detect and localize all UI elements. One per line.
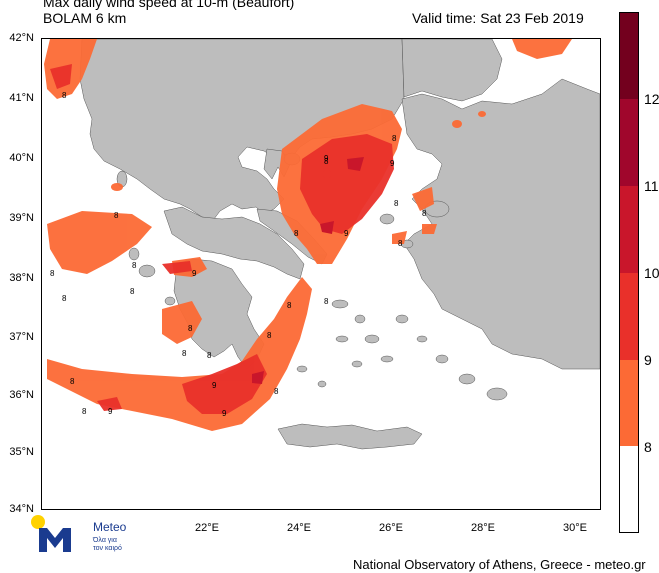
logo-brand: Meteo: [93, 520, 127, 534]
map-title: Max daily wind speed at 10-m (Beaufort): [43, 0, 295, 10]
lat-label-37: 37°N: [9, 331, 34, 343]
meteo-logo: Meteo Όλα για τον καιρό: [30, 514, 150, 554]
colorbar-label-8: 8: [644, 439, 652, 455]
sun-icon: [31, 515, 45, 529]
contour-label: 9: [192, 269, 197, 278]
contour-label: 8: [132, 261, 137, 270]
contour-label: 9: [344, 229, 349, 238]
footer-credit: National Observatory of Athens, Greece -…: [353, 557, 646, 572]
contour-label: 8: [398, 239, 403, 248]
land-central-greece: [163, 206, 305, 280]
contour-label: 9: [212, 381, 217, 390]
colorbar-seg-8: [620, 446, 638, 532]
map-canvas: [42, 39, 600, 509]
contour-label: 8: [50, 269, 55, 278]
contour-label: 8: [324, 297, 329, 306]
contour-label: 8: [188, 324, 193, 333]
contour-label: 8: [324, 157, 329, 166]
contour-label: 8: [267, 331, 272, 340]
colorbar-label-10: 10: [644, 265, 659, 281]
colorbar: [619, 12, 639, 533]
contour-label: 8: [182, 349, 187, 358]
contour-label: 9: [390, 159, 395, 168]
lat-label-34: 34°N: [9, 503, 34, 515]
lat-label-39: 39°N: [9, 212, 34, 224]
contour-label: 8: [422, 209, 427, 218]
lat-label-42: 42°N: [9, 32, 34, 44]
model-name: BOLAM 6 km: [43, 10, 127, 26]
colorbar-label-9: 9: [644, 352, 652, 368]
logo-tagline-2: τον καιρό: [93, 544, 122, 552]
contour-label: 8: [394, 199, 399, 208]
contour-label: 8: [62, 294, 67, 303]
colorbar-seg-11: [620, 186, 638, 273]
colorbar-seg-above-12: [620, 13, 638, 99]
contour-label: 8: [70, 377, 75, 386]
colorbar-seg-12: [620, 99, 638, 186]
lon-label-30: 30°E: [563, 522, 587, 534]
colorbar-label-12: 12: [644, 91, 659, 107]
contour-label: 8: [287, 301, 292, 310]
wind-beaufort-10: [252, 157, 364, 384]
lat-label-38: 38°N: [9, 272, 34, 284]
land-thrace: [401, 39, 503, 102]
contour-label: 8: [130, 287, 135, 296]
colorbar-seg-10: [620, 273, 638, 360]
contour-label: 9: [108, 407, 113, 416]
colorbar-label-11: 11: [644, 178, 659, 194]
contour-label: 8: [392, 134, 397, 143]
land-anatolia: [401, 78, 600, 370]
lon-label-26: 26°E: [379, 522, 403, 534]
valid-time: Valid time: Sat 23 Feb 2019: [412, 10, 584, 26]
lat-label-35: 35°N: [9, 446, 34, 458]
contour-label: 8: [82, 407, 87, 416]
meteo-m-icon: [39, 528, 71, 552]
contour-label: 9: [222, 409, 227, 418]
wind-beaufort-9: [50, 64, 394, 414]
contour-label: 8: [207, 351, 212, 360]
contour-label: 8: [274, 387, 279, 396]
lat-label-36: 36°N: [9, 389, 34, 401]
lon-label-22: 22°E: [195, 522, 219, 534]
colorbar-seg-9: [620, 360, 638, 446]
lon-label-24: 24°E: [287, 522, 311, 534]
lat-label-40: 40°N: [9, 152, 34, 164]
land-crete: [277, 423, 423, 450]
lat-label-41: 41°N: [9, 92, 34, 104]
lon-label-28: 28°E: [471, 522, 495, 534]
contour-label: 8: [294, 229, 299, 238]
logo-tagline-1: Όλα για: [92, 537, 117, 544]
contour-label: 8: [62, 91, 67, 100]
contour-label: 8: [114, 211, 119, 220]
contour-label: 9: [324, 154, 329, 163]
